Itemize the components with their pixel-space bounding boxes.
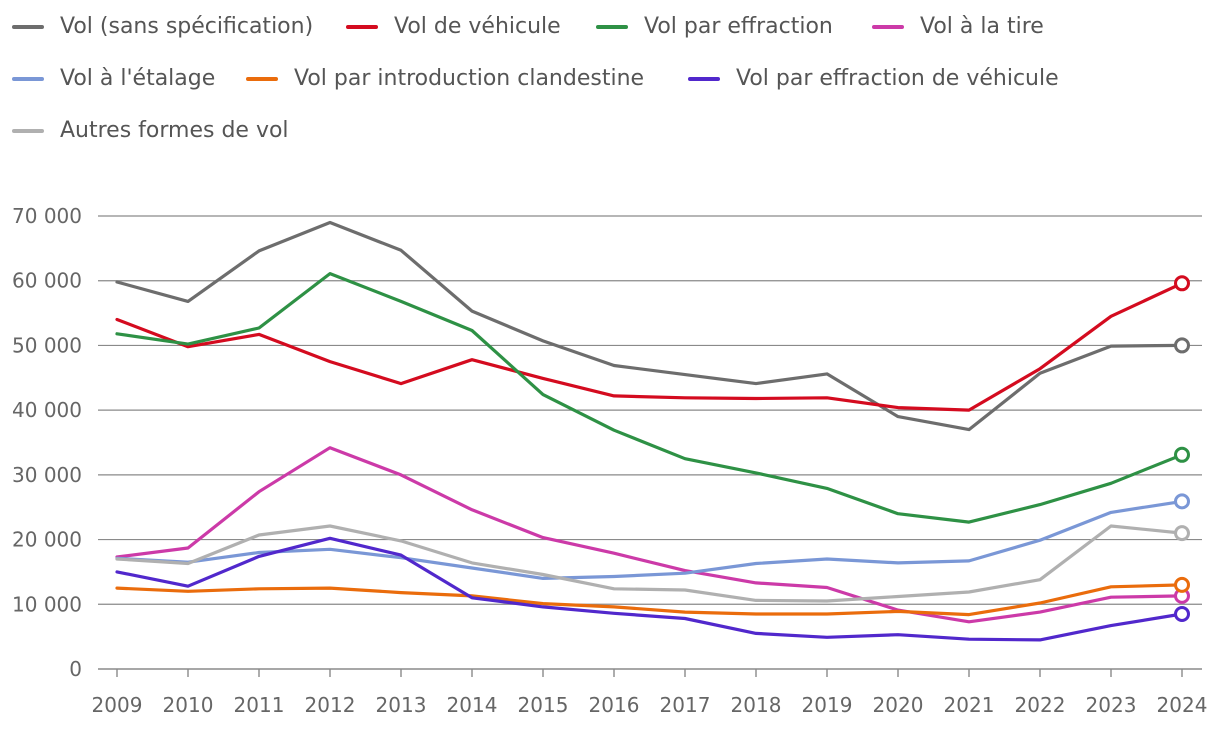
legend-label: Vol par introduction clandestine bbox=[294, 66, 645, 91]
x-tick-label: 2010 bbox=[163, 693, 214, 717]
y-tick-label: 30 000 bbox=[12, 463, 82, 487]
legend-swatch bbox=[246, 76, 278, 81]
end-point-marker-6[interactable] bbox=[1174, 605, 1190, 622]
x-tick-label: 2019 bbox=[802, 693, 853, 717]
x-tick-label: 2009 bbox=[92, 693, 143, 717]
gridlines bbox=[98, 215, 1202, 605]
x-tick-label: 2014 bbox=[447, 693, 498, 717]
legend-label: Autres formes de vol bbox=[60, 118, 289, 143]
x-tick-label: 2024 bbox=[1157, 693, 1208, 717]
series-line-1[interactable] bbox=[115, 281, 1184, 412]
series-line-2[interactable] bbox=[115, 272, 1184, 524]
series-lines bbox=[115, 220, 1184, 642]
legend-swatch bbox=[12, 128, 44, 133]
legend-swatch bbox=[688, 76, 720, 81]
y-tick-label: 10 000 bbox=[12, 592, 82, 616]
end-markers bbox=[1174, 275, 1190, 622]
y-tick-label: 50 000 bbox=[12, 333, 82, 357]
end-point-marker-4[interactable] bbox=[1174, 493, 1190, 510]
legend-item-vol-par-effraction[interactable]: Vol par effraction bbox=[596, 14, 833, 39]
legend-label: Vol par effraction bbox=[644, 14, 833, 39]
y-tick-label: 60 000 bbox=[12, 269, 82, 293]
legend-item-vol-sans-specification[interactable]: Vol (sans spécification) bbox=[12, 14, 313, 39]
end-point-marker-7[interactable] bbox=[1174, 525, 1190, 542]
series-line-7[interactable] bbox=[115, 524, 1184, 603]
x-tick-label: 2020 bbox=[873, 693, 924, 717]
x-tick-label: 2022 bbox=[1015, 693, 1066, 717]
x-tick-label: 2017 bbox=[660, 693, 711, 717]
axes: 0 10 000 20 000 30 000 40 000 50 000 60 000 70 … bbox=[12, 204, 1207, 717]
legend-swatch bbox=[872, 24, 904, 29]
end-point-marker-2[interactable] bbox=[1174, 446, 1190, 463]
x-tick-label: 2011 bbox=[234, 693, 285, 717]
legend: Vol (sans spécification) Vol de véhicule… bbox=[0, 0, 1220, 170]
legend-item-vol-a-l-etalage[interactable]: Vol à l'étalage bbox=[12, 66, 215, 91]
legend-swatch bbox=[346, 24, 378, 29]
series-line-6[interactable] bbox=[115, 536, 1184, 642]
y-tick-label: 40 000 bbox=[12, 398, 82, 422]
legend-swatch bbox=[12, 24, 44, 29]
end-point-marker-1[interactable] bbox=[1174, 275, 1190, 292]
x-tick-label: 2021 bbox=[944, 693, 995, 717]
legend-label: Vol à la tire bbox=[920, 14, 1044, 39]
x-tick-label: 2023 bbox=[1086, 693, 1137, 717]
legend-label: Vol par effraction de véhicule bbox=[736, 66, 1059, 91]
x-tick-label: 2018 bbox=[731, 693, 782, 717]
series-line-4[interactable] bbox=[115, 499, 1184, 581]
legend-label: Vol (sans spécification) bbox=[60, 14, 314, 39]
legend-item-autres-formes-de-vol[interactable]: Autres formes de vol bbox=[12, 118, 289, 143]
series-line-0[interactable] bbox=[115, 220, 1184, 432]
legend-label: Vol de véhicule bbox=[394, 14, 561, 39]
series-line-5[interactable] bbox=[115, 583, 1184, 617]
series-line-3[interactable] bbox=[115, 446, 1184, 624]
y-tick-label: 20 000 bbox=[12, 528, 82, 552]
legend-label: Vol à l'étalage bbox=[60, 66, 216, 91]
x-tick-label: 2012 bbox=[305, 693, 356, 717]
y-tick-label: 0 bbox=[69, 657, 82, 681]
end-point-marker-0[interactable] bbox=[1174, 337, 1190, 354]
end-point-marker-5[interactable] bbox=[1174, 576, 1190, 593]
legend-item-vol-par-effraction-de-vehicule[interactable]: Vol par effraction de véhicule bbox=[688, 66, 1059, 91]
x-tick-label: 2015 bbox=[518, 693, 569, 717]
legend-item-vol-par-introduction-clandestine[interactable]: Vol par introduction clandestine bbox=[246, 66, 644, 91]
legend-swatch bbox=[12, 76, 44, 81]
legend-item-vol-a-la-tire[interactable]: Vol à la tire bbox=[872, 14, 1044, 39]
y-tick-label: 70 000 bbox=[12, 204, 82, 228]
x-tick-label: 2016 bbox=[589, 693, 640, 717]
legend-item-vol-de-vehicule[interactable]: Vol de véhicule bbox=[346, 14, 561, 39]
legend-swatch bbox=[596, 24, 628, 29]
x-tick-label: 2013 bbox=[376, 693, 427, 717]
